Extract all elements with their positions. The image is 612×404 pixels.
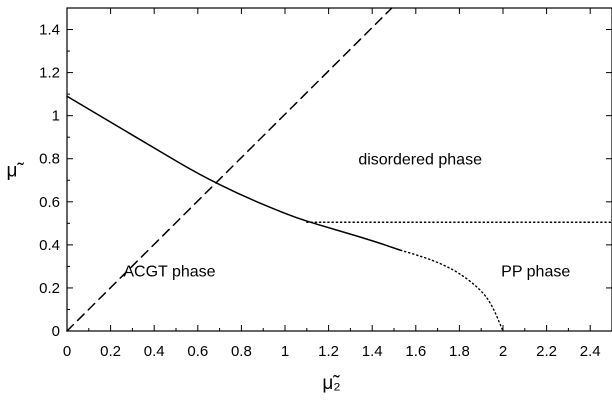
y-tick-label: 0.6 — [39, 194, 60, 211]
y-axis-label: μ̃ — [7, 161, 25, 182]
x-tick-label: 2.4 — [580, 343, 601, 360]
plot-frame — [66, 7, 612, 332]
y-tick-label: 1.4 — [39, 22, 60, 39]
y-tick-label: 0.8 — [39, 151, 60, 168]
x-axis-label: μ̃₂ — [322, 373, 340, 394]
axes-layer: 0 0.2 0.4 0.6 0.8 1 1.2 1.4 1.6 1.8 2 2.2 2.4 0 0.2 0.4… — [39, 7, 612, 360]
x-tick-label: 1.6 — [405, 343, 426, 360]
x-tick-label: 0.8 — [231, 343, 252, 360]
y-tick-label: 0.2 — [39, 280, 60, 297]
x-tick-label: 0.4 — [144, 343, 165, 360]
x-tick-label: 0.2 — [100, 343, 121, 360]
y-tick-label: 0 — [52, 323, 60, 340]
x-tick-label: 1.2 — [318, 343, 339, 360]
x-tick-label: 2 — [499, 343, 507, 360]
series-layer — [66, 7, 612, 332]
region-label: ACGT phase — [123, 264, 215, 281]
solid-boundary-line — [66, 95, 402, 251]
x-tick-label: 1.8 — [449, 343, 470, 360]
x-tick-label: 0 — [63, 343, 71, 360]
region-label: disordered phase — [358, 152, 482, 169]
annotation-layer: disordered phase ACGT phase PP phase — [123, 152, 570, 281]
dotted-boundary-line — [399, 249, 504, 332]
x-tick-label: 1 — [281, 343, 289, 360]
x-tick-label: 0.6 — [187, 343, 208, 360]
y-tick-label: 1 — [52, 108, 60, 125]
region-label: PP phase — [501, 264, 570, 281]
y-tick-label: 0.4 — [39, 237, 60, 254]
x-tick-label: 2.2 — [536, 343, 557, 360]
dashed-boundary-line — [66, 7, 393, 332]
x-tick-label: 1.4 — [362, 343, 383, 360]
y-tick-label: 1.2 — [39, 65, 60, 82]
